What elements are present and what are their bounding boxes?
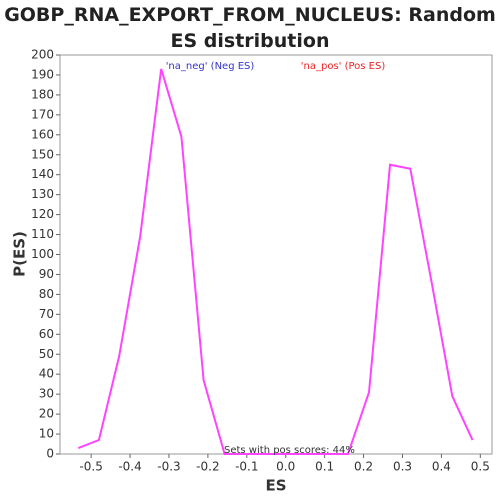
x-tick-label: 0.3 — [393, 460, 412, 474]
x-tick-label: -0.5 — [79, 460, 102, 474]
y-tick-label: 50 — [39, 347, 54, 361]
y-tick-label: 100 — [31, 247, 54, 261]
plot-area — [59, 54, 493, 455]
annotation: 'na_neg' (Neg ES) — [166, 61, 255, 72]
annotation: 'na_pos' (Pos ES) — [301, 61, 386, 72]
x-tick-label: -0.3 — [157, 460, 180, 474]
y-tick-label: 30 — [39, 387, 54, 401]
x-axis-label: ES — [265, 477, 286, 495]
y-tick-label: 70 — [39, 307, 54, 321]
x-tick-label: 0.4 — [432, 460, 451, 474]
x-tick-label: -0.2 — [196, 460, 219, 474]
x-tick-label: -0.4 — [118, 460, 141, 474]
y-tick-label: 20 — [39, 407, 54, 421]
y-tick-label: 150 — [31, 147, 54, 161]
y-tick-label: 120 — [31, 207, 54, 221]
y-tick-label: 190 — [31, 67, 54, 81]
x-tick-label: 0.5 — [471, 460, 490, 474]
y-tick-label: 80 — [39, 287, 54, 301]
y-tick-label: 110 — [31, 227, 54, 241]
data-line — [77, 68, 474, 455]
y-tick-label: 10 — [39, 427, 54, 441]
x-tick-label: -0.1 — [235, 460, 258, 474]
y-tick-label: 90 — [39, 267, 54, 281]
y-tick-label: 140 — [31, 167, 54, 181]
x-tick-label: 0.2 — [354, 460, 373, 474]
y-tick-label: 60 — [39, 327, 54, 341]
annotation: Sets with pos scores: 44% — [224, 445, 355, 456]
chart-title: GOBP_RNA_EXPORT_FROM_NUCLEUS: Random ES … — [4, 4, 496, 52]
y-tick-label: 160 — [31, 127, 54, 141]
x-tick-label: 0.1 — [315, 460, 334, 474]
y-tick-label: 180 — [31, 87, 54, 101]
y-tick-label: 200 — [31, 48, 54, 62]
y-tick-label: 40 — [39, 367, 54, 381]
y-tick-label: 170 — [31, 107, 54, 121]
y-tick-label: 0 — [46, 447, 54, 461]
y-axis-label: P(ES) — [11, 231, 29, 277]
x-tick-label: 0.0 — [276, 460, 295, 474]
y-tick-label: 130 — [31, 187, 54, 201]
